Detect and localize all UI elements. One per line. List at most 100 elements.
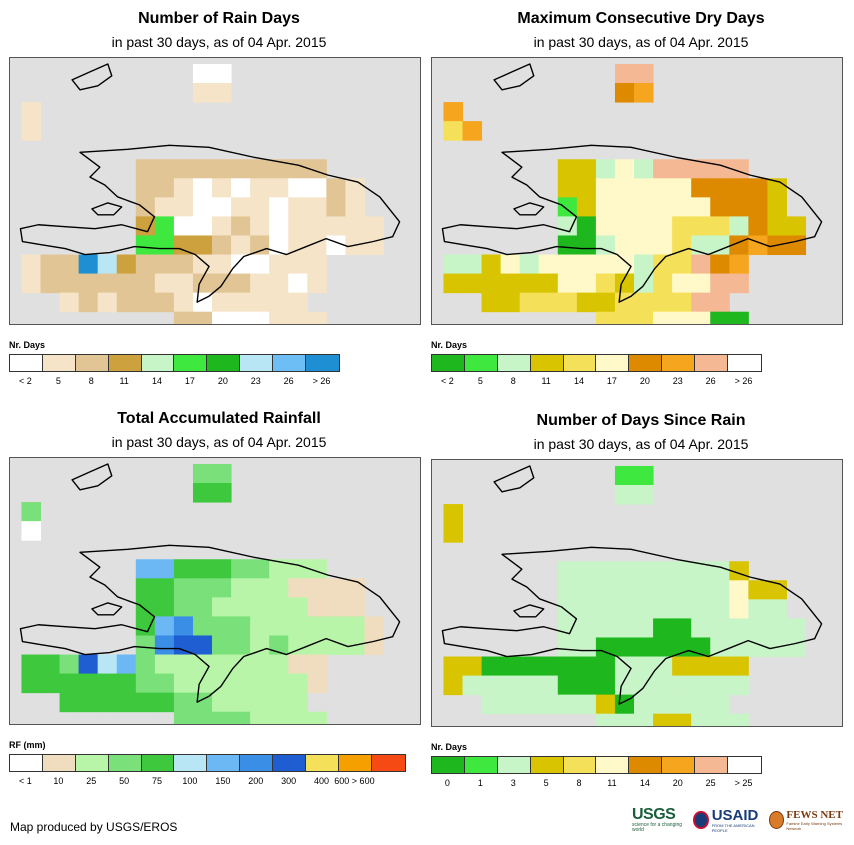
legend-label: 17 [606,376,617,386]
grid-cell [634,292,654,313]
grid-cell [212,178,232,198]
grid-cell [192,235,213,256]
grid-cell [231,311,251,324]
grid-cell [748,618,768,638]
legend-title: Nr. Days [9,340,46,350]
legend-swatch [563,355,597,371]
grid-cell [557,197,578,217]
grid-cell [634,254,654,275]
legend-label: 5 [55,376,61,386]
grid-cell [767,599,787,619]
panel-title: Maximum Consecutive Dry Days [517,10,765,27]
grid-cell [576,254,597,275]
usgs-logo-text: USGS [632,806,676,823]
grid-cell [634,656,654,677]
legend-title: Nr. Days [431,340,468,350]
grid-cell [212,578,232,598]
grid-cell [269,711,289,724]
grid-cell [59,273,80,294]
legend-swatch [629,757,663,773]
grid-cell [481,273,502,294]
grid-cell [288,616,308,636]
grid-cell [288,673,308,694]
grid-cell [691,694,711,715]
grid-cell [154,216,175,236]
grid-cell [212,63,232,84]
map-rain-days [9,57,421,325]
grid-cell [269,578,289,598]
grid-cell [192,311,213,324]
grid-cell [212,292,232,313]
legend-swatch [662,355,696,371]
grid-cell [614,311,635,324]
panel-subtitle: in past 30 days, as of 04 Apr. 2015 [533,436,749,452]
grid-cell [576,292,597,313]
grid-cell [173,159,194,179]
grid-cell [595,159,616,179]
grid-cell [691,618,711,638]
legend-label: 3 [510,778,516,788]
grid-cell [231,197,251,217]
grid-cell [729,656,749,677]
grid-cell [192,216,213,236]
legend-label: 23 [250,376,261,386]
legend-label: > 26 [734,376,753,386]
hispaniola-outline [441,546,823,705]
grid-cell [269,616,289,636]
grid-cell [212,635,232,656]
grid-cell [576,637,597,658]
grid-cell [634,713,654,726]
grid-cell [288,559,308,579]
grid-cell [634,178,654,198]
grid-cell [710,197,730,217]
legend-swatch [240,755,274,771]
grid-cell [192,63,213,84]
grid-cell [576,694,597,715]
hispaniola-outline [19,144,401,303]
fews-logo-text: FEWS NET [786,808,843,821]
legend-title: RF (mm) [9,740,46,750]
grid-cell [59,692,80,713]
grid-cell [345,216,365,236]
grid-cell [672,311,692,324]
grid-cell [595,311,616,324]
grid-cell [288,578,308,598]
grid-cell [231,273,251,294]
grid-cell [443,121,464,141]
grid-cell [78,254,99,275]
grid-cell [653,675,673,696]
grid-cell [21,254,42,275]
fews-net-logo: FEWS NET Famine Early Warning Systems Ne… [769,808,846,831]
grid-cell [653,159,673,179]
grid-cell [500,273,521,294]
grid-cell [116,273,137,294]
grid-cell [462,273,483,294]
panel-title: Number of Days Since Rain [536,412,746,429]
grid-cell [326,178,346,198]
grid-cell [729,216,749,236]
grid-cell [672,637,692,658]
grid-cell [595,599,616,619]
north-islet-outline [493,465,535,493]
grid-cell [154,616,175,636]
grid-cell [307,273,327,294]
legend-label: 25 [86,776,97,786]
grid-cell [462,121,483,141]
grid-cell [710,561,730,581]
legend-label: 11 [607,778,617,788]
grid-cell [135,159,156,179]
grid-cell [710,273,730,294]
grid-cell [614,561,635,581]
grid-cell [78,292,99,313]
grid-cell [135,635,156,656]
legend-swatch [306,355,339,371]
grid-cell [21,273,42,294]
grid-cell [59,673,80,694]
grid-cell [653,694,673,715]
grid-cell [729,273,749,294]
grid-cell [192,483,213,503]
grid-cell [786,618,807,638]
legend-swatch [141,755,175,771]
legend-swatch [108,355,142,371]
grid-cell [78,654,99,675]
